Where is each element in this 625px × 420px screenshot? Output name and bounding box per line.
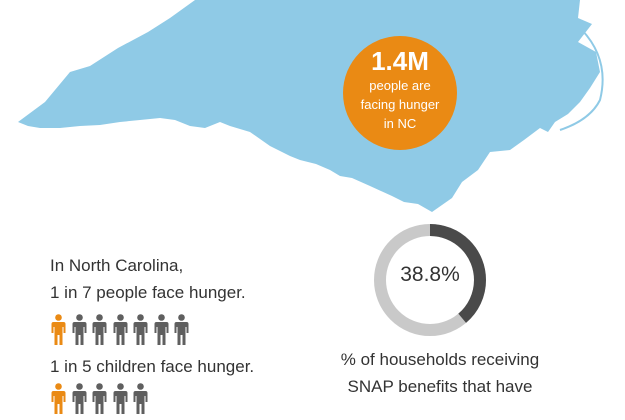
north-carolina-shape: [18, 0, 600, 212]
person-icon: [51, 314, 66, 345]
outer-banks: [559, 29, 604, 131]
stat-intro: In North Carolina,: [50, 256, 184, 275]
snap-caption-line: % of households receiving: [340, 350, 540, 369]
person-icon: [92, 314, 107, 345]
snap-donut-chart: [374, 224, 486, 336]
badge-caption-line: facing hunger: [360, 97, 440, 112]
people-icon-row: [50, 314, 194, 351]
person-icon: [133, 314, 148, 345]
person-icon: [51, 383, 66, 414]
donut-value: 38.8%: [400, 263, 460, 286]
person-icon: [154, 314, 168, 345]
stat-people: 1 in 7 people face hunger.: [50, 283, 246, 302]
badge-caption: people are facing hunger in NC: [351, 76, 449, 133]
person-icon: [174, 314, 189, 345]
hunger-count-badge: 1.4M people are facing hunger in NC: [343, 36, 457, 150]
person-icon: [113, 383, 127, 414]
person-icon: [133, 383, 148, 414]
person-icon: [72, 314, 86, 345]
person-icon: [72, 383, 86, 414]
children-icon-row: [50, 383, 153, 420]
badge-number: 1.4M: [371, 46, 429, 76]
north-carolina-map: [18, 0, 604, 212]
donut-fill: [374, 224, 486, 336]
stat-children: 1 in 5 children face hunger.: [50, 357, 255, 376]
badge-caption-line: people are: [369, 78, 431, 93]
person-icon: [92, 383, 107, 414]
person-icon: [113, 314, 127, 345]
snap-caption-line: SNAP benefits that have: [347, 377, 533, 396]
badge-caption-line: in NC: [383, 116, 417, 131]
